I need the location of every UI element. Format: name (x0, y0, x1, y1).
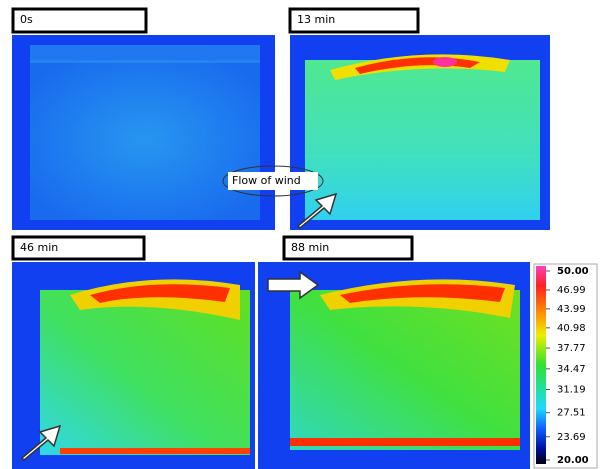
tick-label: 31.19 (557, 385, 586, 396)
page: {"panels": [ {"label": "0s"}, {"label": … (0, 0, 600, 469)
tick-label: 43.99 (557, 304, 586, 315)
tick-label: 27.51 (557, 408, 586, 419)
panel-label-text: 88 min (291, 241, 329, 254)
thermal-image-3 (258, 262, 530, 469)
panel-label: 13 min (290, 9, 418, 32)
tick-label: 23.69 (557, 432, 586, 443)
panel-label-text: 46 min (20, 241, 58, 254)
tick-label: 34.47 (557, 364, 586, 375)
figure: 0s 13 min 46 min 88 min Flow of wind 50.… (0, 0, 600, 469)
tick-label: 40.98 (557, 323, 586, 334)
panel-label: 46 min (13, 237, 144, 259)
panel-label: 88 min (284, 237, 412, 259)
colorbar (536, 266, 546, 464)
tick-label: 46.99 (557, 285, 586, 296)
panel-label-text: 0s (20, 13, 33, 26)
tick-label: 20.00 (557, 455, 589, 466)
tick-label: 50.00 (557, 266, 589, 277)
panel-label: 0s (13, 9, 146, 32)
annotation: Flow of wind (232, 174, 301, 187)
thermal-image-0 (12, 35, 275, 230)
panel-label-text: 13 min (297, 13, 335, 26)
tick-label: 37.77 (557, 343, 586, 354)
